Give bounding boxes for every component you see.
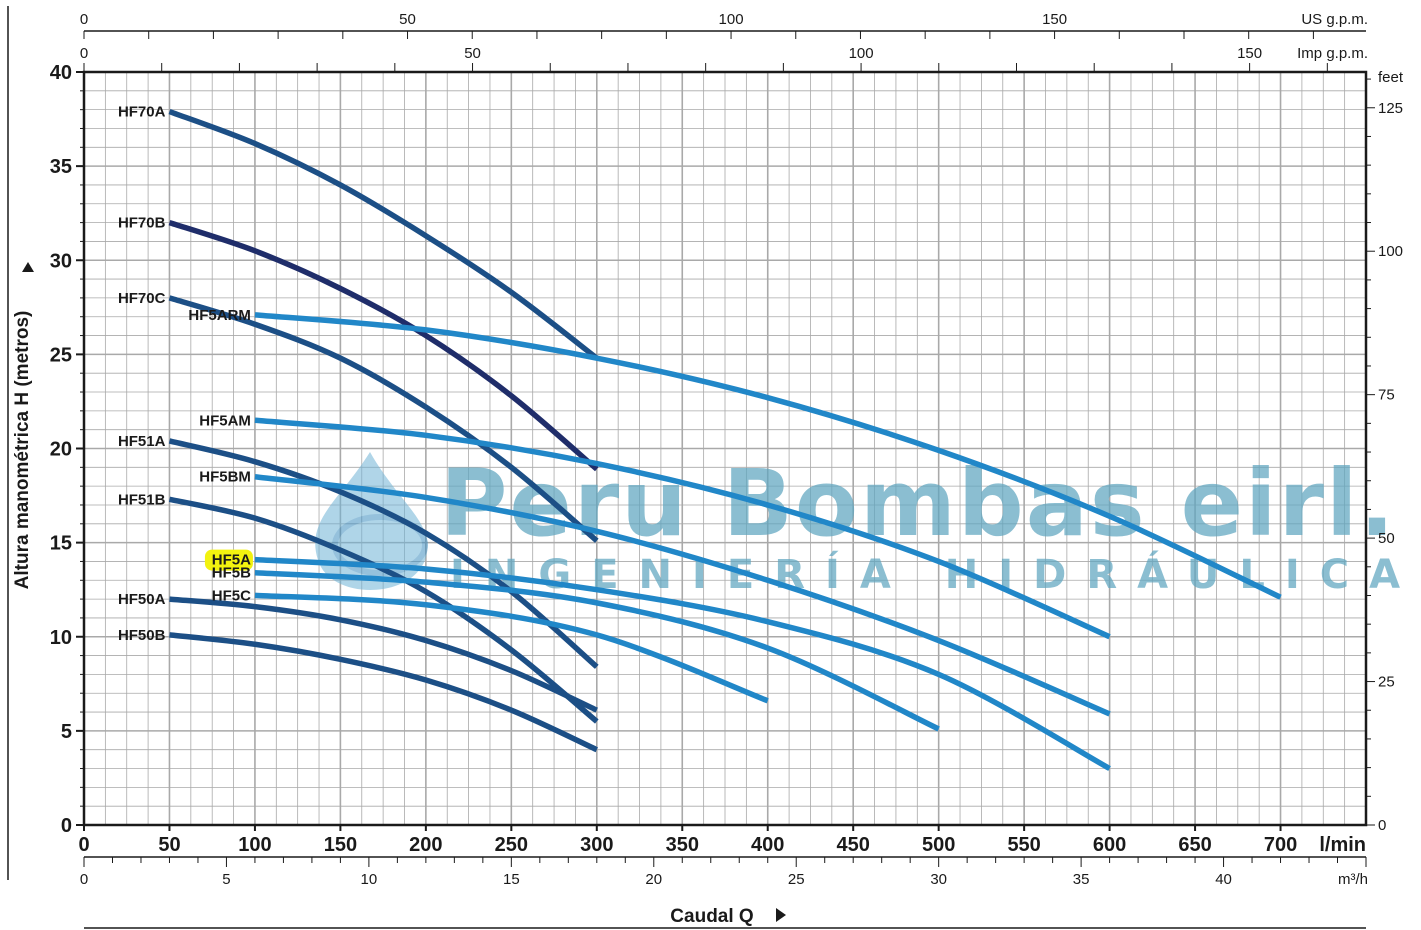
curve-hf51b [168,496,599,724]
label-highlight [204,549,253,571]
m3h-tick-label: 30 [930,871,947,888]
curve-label: HF5A [212,552,251,569]
m3h-tick-label: 20 [645,871,662,888]
imp-gpm-unit-label: Imp g.p.m. [1297,45,1368,62]
x-axis-arrow-icon [776,908,786,922]
m3h-tick-label: 5 [222,871,230,888]
feet-tick-label: 0 [1378,817,1386,834]
m3h-tick-label: 0 [80,871,88,888]
y-tick-label: 30 [50,250,72,272]
feet-tick-label: 75 [1378,387,1395,404]
curve-hf5arm [254,312,1282,600]
y-tick-label: 15 [50,533,72,555]
curves [168,108,1282,771]
curve-hf5c [254,592,769,704]
feet-unit-label: feet [1378,69,1404,86]
x-tick-label: 500 [922,834,955,856]
feet-tick-label: 125 [1378,100,1403,117]
y-tick-label: 25 [50,344,72,366]
curve-hf70b [168,219,599,472]
curve-label: HF70B [118,215,166,232]
curve-label: HF5C [212,587,251,604]
curve-label: HF51B [118,491,166,508]
curve-hf70a [168,108,599,361]
x-tick-label: 600 [1093,834,1126,856]
curve-hf5am [254,417,1111,640]
m3h-tick-label: 15 [503,871,520,888]
watermark-title: Peru Bombas eirl. [440,450,1396,557]
imp-gpm-tick-label: 0 [80,45,88,62]
feet-tick-label: 50 [1378,530,1395,547]
x-axis-title: Caudal Q [670,906,753,927]
curve-label: HF70C [118,290,166,307]
imp-gpm-tick-label: 100 [849,45,874,62]
y-tick-label: 20 [50,439,72,461]
x-tick-label: 350 [666,834,699,856]
curve-label: HF5B [212,565,251,582]
curve-hf5b [254,569,940,732]
curve-label: HF5BM [199,469,251,486]
curve-hf51a [168,438,599,669]
us-gpm-unit-label: US g.p.m. [1301,11,1368,28]
m3h-tick-label: 10 [361,871,378,888]
y-axis-title-group: Altura manométrica H (metros) [12,311,33,590]
x-tick-label: 0 [78,834,89,856]
curve-label: HF70A [118,104,166,121]
y-axis-title: Altura manométrica H (metros) [12,311,33,590]
y-tick-label: 40 [50,62,72,84]
x-tick-label: 450 [837,834,870,856]
x-tick-label: 100 [238,834,271,856]
imp-gpm-tick-label: 50 [464,45,481,62]
y-tick-label: 5 [61,721,72,743]
x-tick-label: 50 [158,834,180,856]
x-tick-label: 650 [1178,834,1211,856]
x-tick-label: 200 [409,834,442,856]
x-tick-label: 550 [1007,834,1040,856]
m3h-tick-label: 35 [1073,871,1090,888]
m3h-tick-label: 25 [788,871,805,888]
us-gpm-tick-label: 100 [719,11,744,28]
y-tick-label: 0 [61,815,72,837]
x-tick-label: 150 [324,834,357,856]
curve-label: HF50B [118,627,166,644]
curve-hf5bm [254,474,1111,717]
curve-labels: HF70A HF70B HF70C HF51A HF51B HF50A HF50B HF5AR… [118,104,253,644]
grid [83,71,1367,826]
y-tick-label: 10 [50,627,72,649]
curve-hf50b [169,632,598,753]
us-gpm-tick-label: 50 [399,11,416,28]
curve-label: HF50A [118,591,166,608]
us-gpm-tick-label: 150 [1042,11,1067,28]
curve-label: HF51A [118,433,166,450]
x-tick-label: 400 [751,834,784,856]
curve-hf50a [169,596,598,713]
y-tick-label: 35 [50,156,72,178]
imp-gpm-tick-label: 150 [1237,45,1262,62]
y-axis-arrow-icon [22,262,34,272]
x-tick-label: 700 [1264,834,1297,856]
x-tick-label: 300 [580,834,613,856]
curve-label: HF5AM [199,412,251,429]
m3h-unit-label: m³/h [1338,871,1368,888]
x-unit-label: l/min [1319,834,1366,856]
curve-label: HF5ARM [188,307,251,324]
x-tick-label: 250 [495,834,528,856]
m3h-tick-label: 40 [1215,871,1232,888]
feet-tick-label: 25 [1378,674,1395,691]
curve-hf5a [254,556,1111,771]
feet-tick-label: 100 [1378,243,1403,260]
us-gpm-tick-label: 0 [80,11,88,28]
curve-hf70c [168,295,599,543]
